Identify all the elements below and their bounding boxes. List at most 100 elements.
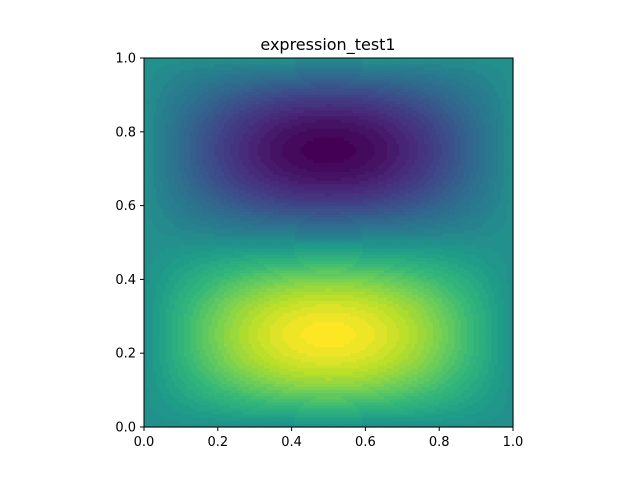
heatmap-cell [220, 316, 225, 320]
heatmap-cell [190, 374, 194, 379]
heatmap-cell [168, 171, 173, 176]
heatmap-cell [208, 282, 213, 287]
heatmap-cell [177, 85, 182, 90]
heatmap-cell [202, 171, 207, 176]
heatmap-cell [196, 147, 200, 151]
heatmap-cell [165, 359, 170, 364]
heatmap-cell [180, 322, 185, 327]
heatmap-cell [196, 260, 200, 265]
heatmap-cell [177, 58, 182, 62]
heatmap-cell [196, 177, 200, 182]
heatmap-cell [202, 334, 207, 339]
heatmap-cell [202, 288, 207, 293]
heatmap-cell [193, 411, 197, 416]
heatmap-cell [214, 377, 219, 382]
heatmap-cell [156, 285, 160, 290]
heatmap-cell [171, 383, 176, 388]
heatmap-cell [183, 365, 188, 370]
heatmap-cell [183, 144, 188, 148]
heatmap-cell [187, 116, 191, 121]
heatmap-cell [214, 220, 219, 225]
heatmap-cell [220, 267, 225, 271]
heatmap-cell [202, 208, 207, 213]
heatmap-cell [205, 187, 210, 191]
heatmap-cell [165, 304, 170, 308]
heatmap-cell [227, 190, 231, 194]
heatmap-cell [144, 411, 148, 416]
heatmap-cell [159, 273, 164, 277]
heatmap-cell [227, 383, 231, 388]
heatmap-cell [214, 150, 219, 154]
heatmap-cell [202, 304, 207, 308]
heatmap-cell [153, 205, 157, 210]
heatmap-cell [193, 273, 197, 277]
heatmap-cell [227, 134, 231, 139]
heatmap-cell [183, 399, 188, 404]
heatmap-cell [162, 331, 167, 336]
heatmap-cell [199, 177, 204, 182]
heatmap-cell [171, 353, 176, 357]
heatmap-cell [199, 153, 204, 157]
heatmap-cell [183, 224, 188, 228]
heatmap-cell [211, 282, 216, 287]
heatmap-cell [214, 67, 219, 71]
heatmap-cell [211, 347, 216, 351]
heatmap-cell [220, 350, 225, 354]
heatmap-cell [165, 300, 170, 305]
heatmap-cell [165, 380, 170, 385]
heatmap-cell [199, 113, 204, 118]
heatmap-cell [171, 239, 176, 244]
heatmap-cell [223, 387, 228, 391]
heatmap-cell [150, 177, 154, 182]
heatmap-cell [165, 141, 170, 145]
heatmap-cell [147, 300, 151, 305]
heatmap-cell [144, 248, 148, 253]
heatmap-cell [227, 144, 231, 148]
heatmap-cell [168, 285, 173, 290]
heatmap-cell [214, 242, 219, 247]
heatmap-cell [159, 150, 164, 154]
heatmap-cell [165, 260, 170, 265]
heatmap-cell [208, 125, 213, 130]
heatmap-cell [180, 380, 185, 385]
heatmap-cell [162, 291, 167, 296]
heatmap-cell [196, 141, 200, 145]
heatmap-cell [159, 177, 164, 182]
heatmap-cell [190, 350, 194, 354]
heatmap-cell [183, 304, 188, 308]
heatmap-cell [190, 70, 194, 74]
heatmap-cell [153, 242, 157, 247]
heatmap-cell [159, 399, 164, 404]
heatmap-cell [208, 208, 213, 213]
heatmap-cell [183, 174, 188, 179]
heatmap-cell [177, 153, 182, 157]
heatmap-cell [199, 131, 204, 136]
heatmap-cell [150, 67, 154, 71]
heatmap-cell [174, 137, 179, 142]
heatmap-cell [202, 402, 207, 407]
heatmap-cell [156, 365, 160, 370]
heatmap-cell [196, 227, 200, 231]
heatmap-cell [227, 377, 231, 382]
heatmap-cell [156, 377, 160, 382]
heatmap-cell [220, 393, 225, 397]
heatmap-cell [223, 307, 228, 311]
heatmap-cell [202, 270, 207, 274]
heatmap-cell [190, 414, 194, 419]
heatmap-cell [144, 159, 148, 164]
heatmap-cell [205, 177, 210, 182]
heatmap-cell [156, 396, 160, 400]
heatmap-cell [208, 331, 213, 336]
heatmap-cell [159, 393, 164, 397]
heatmap-cell [211, 61, 216, 65]
heatmap-cell [208, 343, 213, 348]
heatmap-cell [168, 61, 173, 65]
heatmap-cell [183, 196, 188, 201]
heatmap-cell [153, 304, 157, 308]
heatmap-cell [208, 411, 213, 416]
heatmap-cell [177, 285, 182, 290]
heatmap-cell [144, 227, 148, 231]
heatmap-cell [153, 174, 157, 179]
heatmap-cell [183, 113, 188, 118]
heatmap-cell [193, 97, 197, 102]
